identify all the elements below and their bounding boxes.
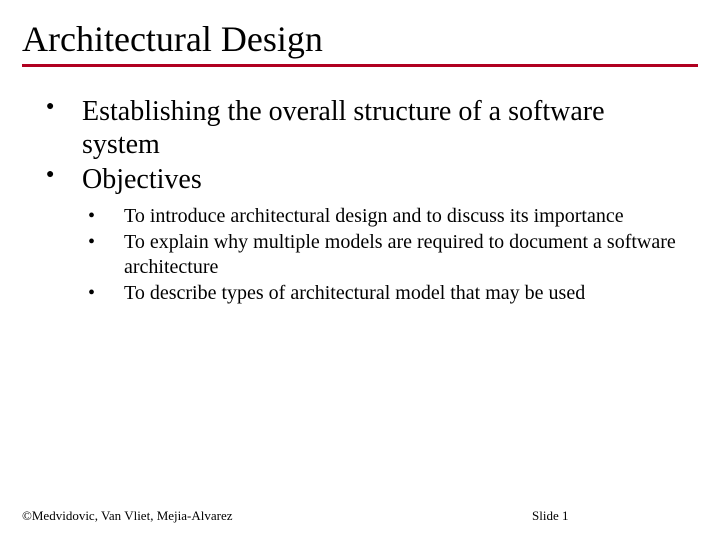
sub-bullet-text: To describe types of architectural model… (124, 282, 585, 304)
sub-bullet-list: To introduce architectural design and to… (78, 204, 688, 306)
list-item: To introduce architectural design and to… (78, 204, 688, 228)
slide-body: Establishing the overall structure of a … (22, 95, 698, 306)
footer-copyright: ©Medvidovic, Van Vliet, Mejia-Alvarez (22, 508, 232, 524)
sub-bullet-text: To explain why multiple models are requi… (124, 231, 676, 277)
footer-slide-number: Slide 1 (232, 508, 698, 524)
list-item: To explain why multiple models are requi… (78, 230, 688, 279)
list-item: Establishing the overall structure of a … (46, 95, 688, 161)
slide: Architectural Design Establishing the ov… (0, 0, 720, 540)
list-item: Objectives To introduce architectural de… (46, 163, 688, 306)
slide-title: Architectural Design (22, 18, 698, 67)
slide-footer: ©Medvidovic, Van Vliet, Mejia-Alvarez Sl… (22, 508, 698, 524)
bullet-text: Objectives (82, 164, 202, 195)
list-item: To describe types of architectural model… (78, 281, 688, 305)
sub-bullet-text: To introduce architectural design and to… (124, 205, 624, 227)
bullet-text: Establishing the overall structure of a … (82, 96, 605, 160)
bullet-list: Establishing the overall structure of a … (46, 95, 688, 306)
